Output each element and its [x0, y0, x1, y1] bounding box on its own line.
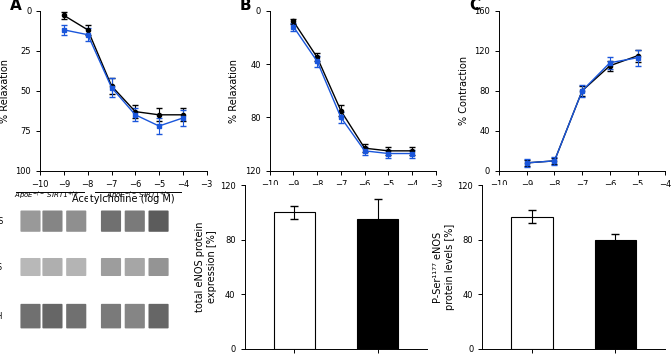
FancyBboxPatch shape: [149, 210, 169, 232]
FancyBboxPatch shape: [66, 304, 86, 328]
FancyBboxPatch shape: [149, 258, 169, 276]
X-axis label: Sodium nitroprusside (log M): Sodium nitroprusside (log M): [282, 194, 423, 204]
FancyBboxPatch shape: [101, 304, 121, 328]
FancyBboxPatch shape: [125, 210, 145, 232]
FancyBboxPatch shape: [20, 210, 40, 232]
Text: $ApoE^{-/-}$ $SIRT1^{+/+}$: $ApoE^{-/-}$ $SIRT1^{+/+}$: [14, 190, 80, 202]
Text: C: C: [469, 0, 480, 13]
Text: $ApoE^{-/-}$ $SIRT1^{+/-}$: $ApoE^{-/-}$ $SIRT1^{+/-}$: [106, 190, 171, 202]
Y-axis label: % Relaxation: % Relaxation: [0, 59, 10, 123]
Text: GAPDH: GAPDH: [0, 312, 3, 321]
FancyBboxPatch shape: [20, 304, 40, 328]
Bar: [274, 213, 315, 349]
FancyBboxPatch shape: [42, 210, 62, 232]
Bar: [511, 216, 553, 349]
Text: P-eNOS: P-eNOS: [0, 217, 3, 226]
FancyBboxPatch shape: [42, 258, 62, 276]
FancyBboxPatch shape: [101, 258, 121, 276]
FancyBboxPatch shape: [42, 304, 62, 328]
Y-axis label: P-Ser¹¹⁷⁷ eNOS
protein levels [%]: P-Ser¹¹⁷⁷ eNOS protein levels [%]: [433, 224, 455, 310]
Y-axis label: % Relaxation: % Relaxation: [229, 59, 239, 123]
Bar: [357, 219, 398, 349]
Bar: [595, 240, 636, 349]
Y-axis label: total eNOS protein
expression [%]: total eNOS protein expression [%]: [196, 222, 217, 312]
FancyBboxPatch shape: [101, 210, 121, 232]
Text: B: B: [240, 0, 251, 13]
FancyBboxPatch shape: [20, 258, 40, 276]
X-axis label: Acetylcholine (log M): Acetylcholine (log M): [72, 194, 175, 204]
Text: eNOS: eNOS: [0, 262, 3, 272]
FancyBboxPatch shape: [149, 304, 169, 328]
FancyBboxPatch shape: [125, 304, 145, 328]
X-axis label: Norepinephrine (log M): Norepinephrine (log M): [526, 194, 638, 204]
Y-axis label: % Contraction: % Contraction: [458, 56, 468, 125]
FancyBboxPatch shape: [66, 210, 86, 232]
FancyBboxPatch shape: [66, 258, 86, 276]
FancyBboxPatch shape: [125, 258, 145, 276]
Text: A: A: [10, 0, 22, 13]
